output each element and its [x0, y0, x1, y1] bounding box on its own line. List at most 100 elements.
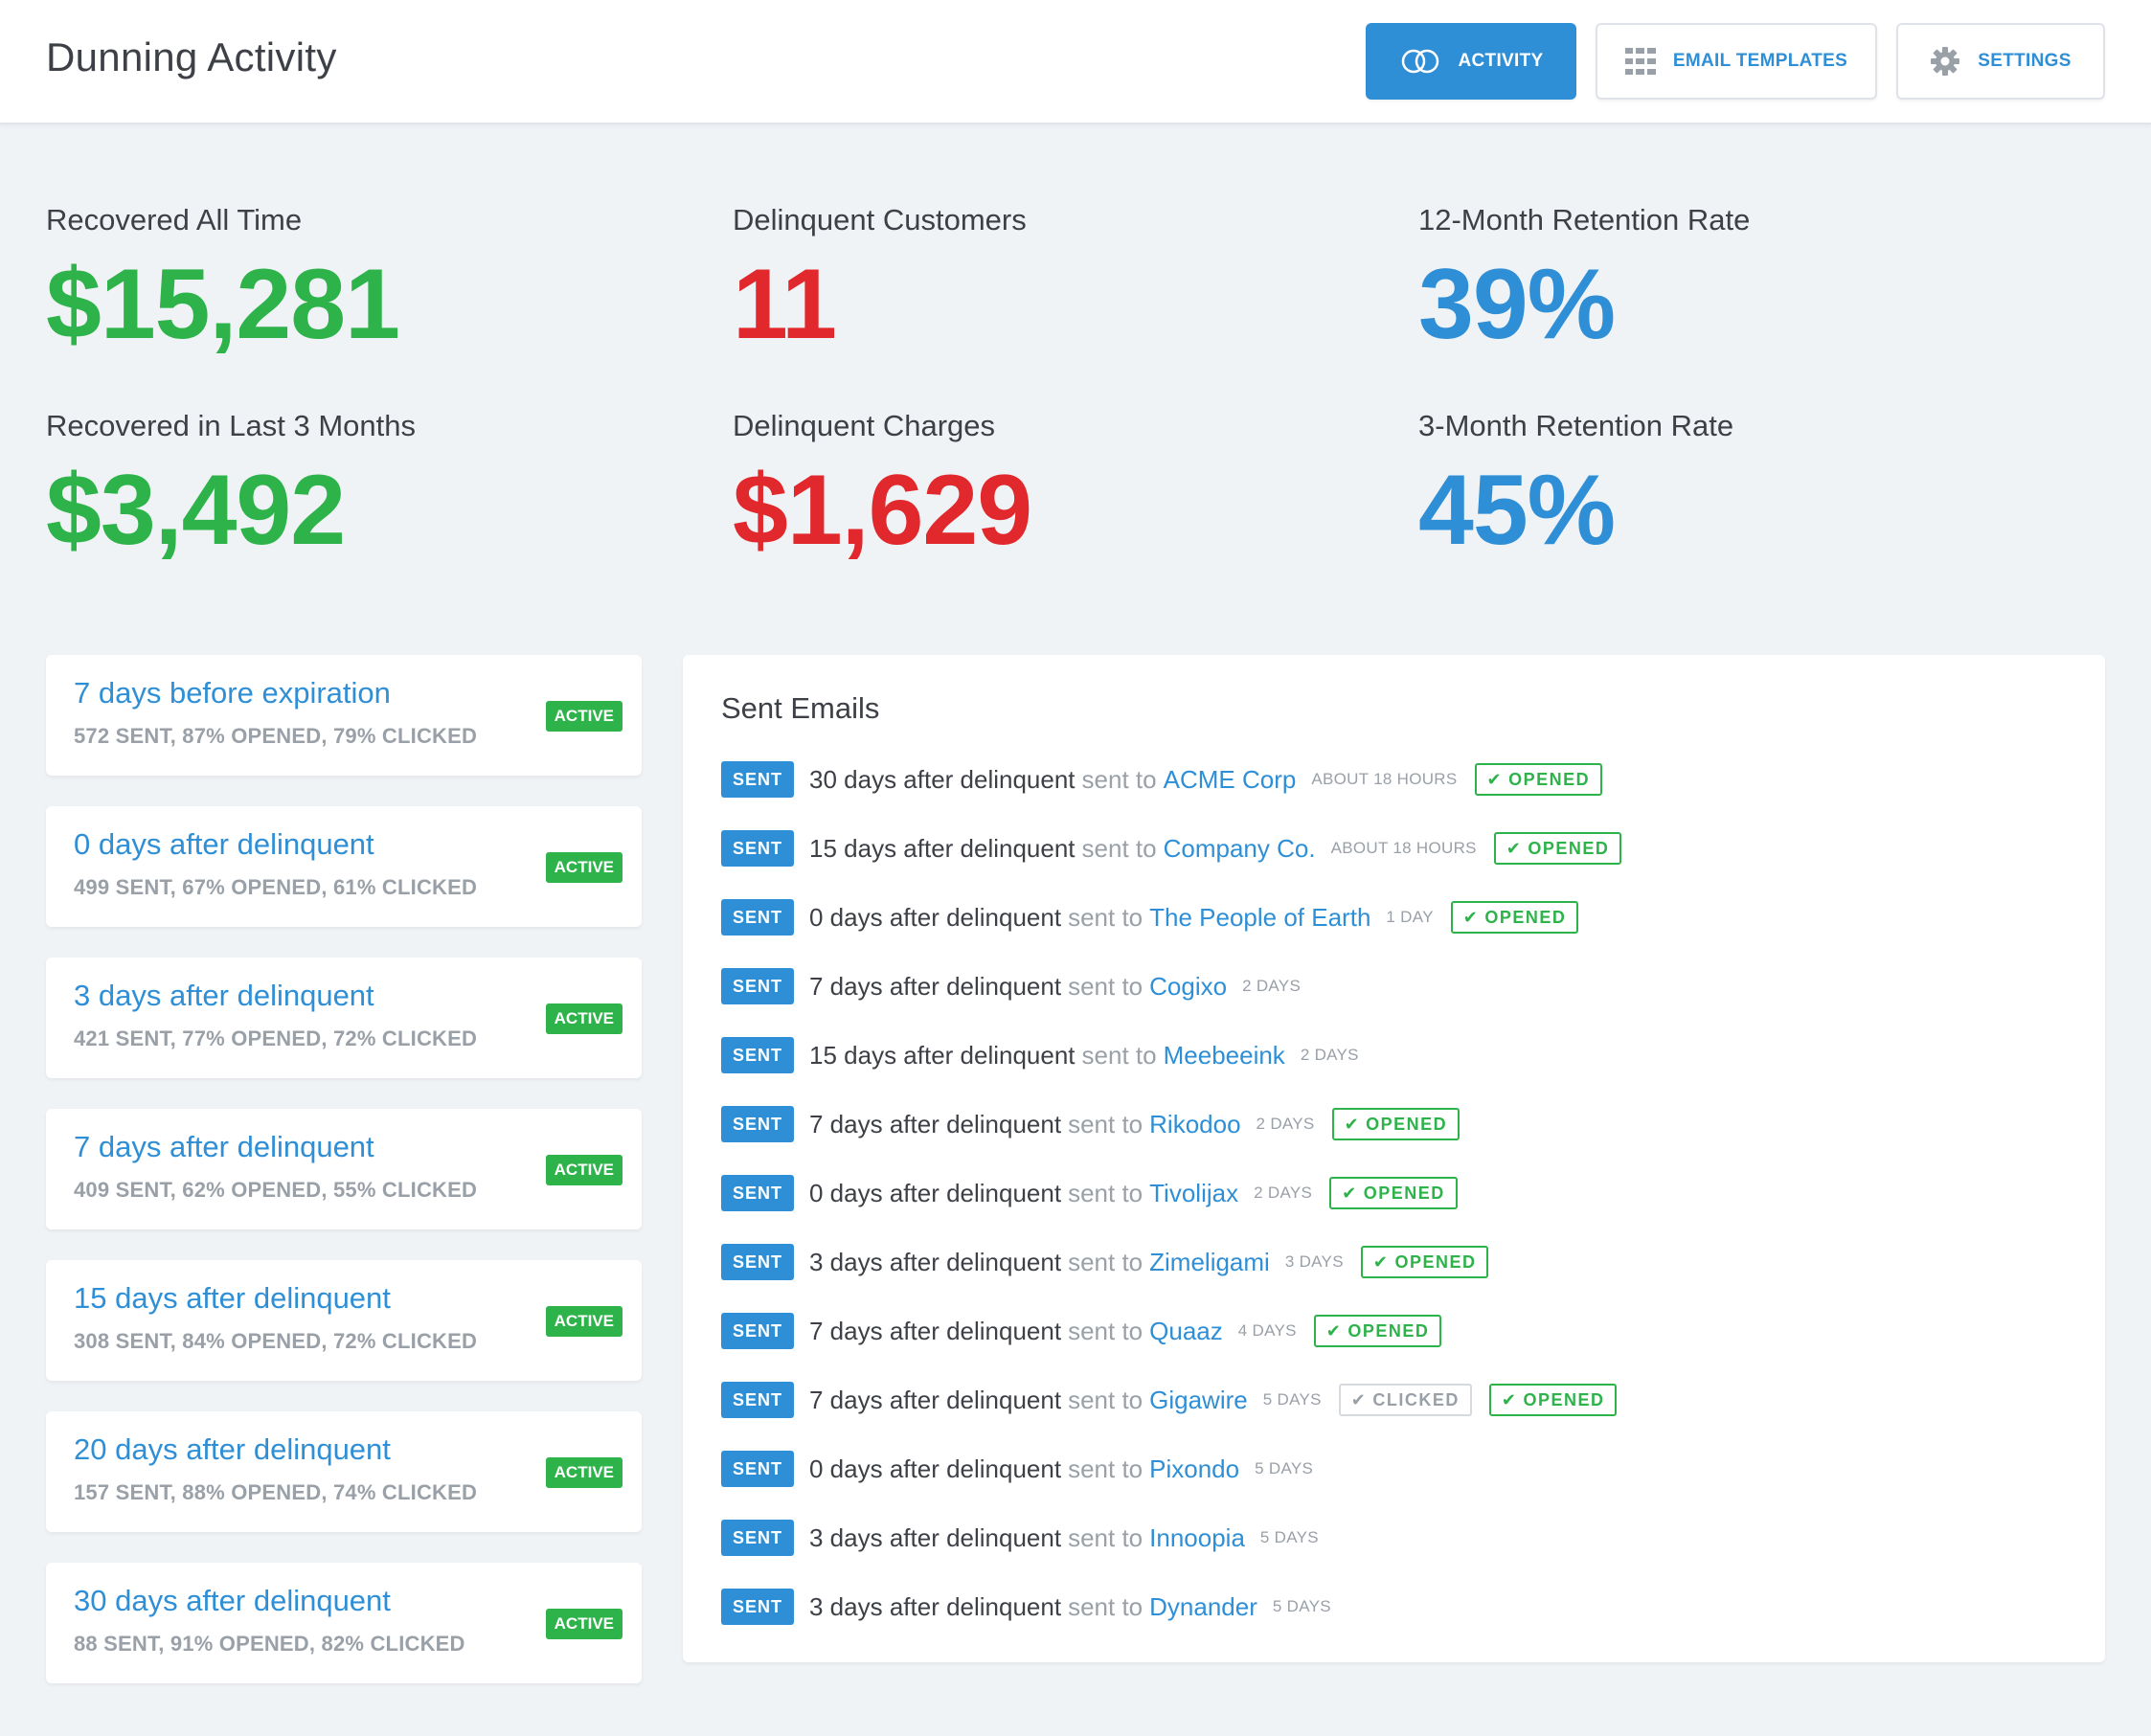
active-badge: ACTIVE	[545, 1306, 623, 1337]
rule-stats: 421 SENT, 77% OPENED, 72% CLICKED	[74, 1026, 478, 1050]
opened-status-badge: ✔ OPENED	[1493, 832, 1622, 865]
sent-badge: SENT	[721, 1451, 794, 1487]
rule-title-link[interactable]: 3 days after delinquent	[74, 979, 374, 1012]
rule-card[interactable]: 20 days after delinquent 157 SENT, 88% O…	[46, 1411, 642, 1532]
sent-to-text: sent to	[1068, 1316, 1143, 1345]
active-badge: ACTIVE	[545, 1609, 623, 1639]
rule-card[interactable]: 0 days after delinquent 499 SENT, 67% OP…	[46, 806, 642, 927]
checkmark-icon: ✔	[1506, 838, 1523, 858]
customer-link[interactable]: Pixondo	[1149, 1454, 1240, 1483]
sent-email-row: SENT 15 days after delinquent sent to Meebe…	[721, 1036, 1359, 1074]
sent-email-row: SENT 7 days after delinquent sent to Rikodo…	[721, 1105, 1460, 1143]
status-label: OPENED	[1508, 769, 1591, 789]
status-label: OPENED	[1394, 1251, 1477, 1272]
grid-icon	[1624, 48, 1656, 75]
sent-badge: SENT	[721, 1382, 794, 1418]
sent-to-text: sent to	[1068, 1385, 1143, 1414]
customer-link[interactable]: Company Co.	[1163, 833, 1316, 863]
sent-time: 2 DAYS	[1254, 1184, 1313, 1202]
checkmark-icon: ✔	[1342, 1183, 1358, 1203]
customer-link[interactable]: Meebeeink	[1163, 1040, 1285, 1070]
sent-badge: SENT	[721, 1244, 794, 1280]
stat-label: 12-Month Retention Rate	[1418, 203, 1751, 237]
customer-link[interactable]: Tivolijax	[1149, 1178, 1239, 1207]
opened-status-badge: ✔ OPENED	[1360, 1246, 1489, 1278]
active-badge: ACTIVE	[545, 1457, 623, 1488]
status-label: OPENED	[1528, 838, 1610, 858]
status-label: OPENED	[1484, 907, 1567, 927]
status-label: OPENED	[1366, 1114, 1448, 1134]
rule-card[interactable]: 30 days after delinquent 88 SENT, 91% OP…	[46, 1563, 642, 1683]
sent-email-row: SENT 3 days after delinquent sent to Zimeli…	[721, 1243, 1489, 1281]
rule-title-link[interactable]: 7 days before expiration	[74, 676, 391, 710]
rule-title-link[interactable]: 20 days after delinquent	[74, 1432, 391, 1466]
sent-emails-panel: Sent Emails SENT 30 days after delinquent…	[683, 655, 2105, 1662]
sent-to-text: sent to	[1068, 1247, 1143, 1276]
sent-to-text: sent to	[1068, 971, 1143, 1001]
checkmark-icon: ✔	[1372, 1251, 1390, 1272]
sent-to-text: sent to	[1068, 902, 1143, 932]
sent-time: 2 DAYS	[1256, 1115, 1315, 1133]
rule-title-link[interactable]: 0 days after delinquent	[74, 827, 374, 861]
active-badge: ACTIVE	[545, 1155, 623, 1185]
sent-email-row: SENT 0 days after delinquent sent to Tivoli…	[721, 1174, 1458, 1212]
sent-badge: SENT	[721, 899, 794, 936]
rule-stats: 88 SENT, 91% OPENED, 82% CLICKED	[74, 1632, 465, 1656]
stat-recovered-last-3-months: Recovered in Last 3 Months $3,492	[46, 409, 416, 560]
customer-link[interactable]: Quaaz	[1149, 1316, 1223, 1345]
sent-time: ABOUT 18 HOURS	[1330, 839, 1477, 857]
rule-stats: 308 SENT, 84% OPENED, 72% CLICKED	[74, 1329, 478, 1353]
stat-label: 3-Month Retention Rate	[1418, 409, 1734, 442]
customer-link[interactable]: ACME Corp	[1163, 764, 1297, 794]
stat-delinquent-charges: Delinquent Charges $1,629	[733, 409, 1032, 566]
stat-value: $1,629	[733, 455, 1032, 566]
customer-link[interactable]: Zimeligami	[1149, 1247, 1270, 1276]
email-templates-tab-label: Email Templates	[1672, 51, 1848, 71]
customer-link[interactable]: Innoopia	[1149, 1522, 1245, 1552]
customer-link[interactable]: Gigawire	[1149, 1385, 1248, 1414]
stat-value: $15,281	[46, 249, 400, 360]
customer-link[interactable]: The People of Earth	[1149, 902, 1371, 932]
sent-badge: SENT	[721, 1106, 794, 1142]
customer-link[interactable]: Rikodoo	[1149, 1109, 1241, 1139]
rule-stats: 499 SENT, 67% OPENED, 61% CLICKED	[74, 875, 478, 899]
email-templates-tab-button[interactable]: Email Templates	[1596, 23, 1877, 100]
email-template-name: 7 days after delinquent	[809, 971, 1062, 1001]
sent-badge: SENT	[721, 1313, 794, 1349]
status-label: OPENED	[1347, 1320, 1430, 1341]
sent-badge: SENT	[721, 761, 794, 798]
email-template-name: 0 days after delinquent	[809, 1454, 1062, 1483]
sent-badge: SENT	[721, 1589, 794, 1625]
settings-tab-button[interactable]: Settings	[1896, 23, 2105, 100]
activity-tab-button[interactable]: Activity	[1366, 23, 1576, 100]
email-template-name: 3 days after delinquent	[809, 1522, 1062, 1552]
email-template-name: 7 days after delinquent	[809, 1316, 1062, 1345]
customer-link[interactable]: Cogixo	[1149, 971, 1228, 1001]
sent-to-text: sent to	[1068, 1178, 1143, 1207]
stat-recovered-all-time: Recovered All Time $15,281	[46, 203, 400, 360]
rule-title-link[interactable]: 7 days after delinquent	[74, 1130, 374, 1163]
rule-card[interactable]: 7 days before expiration 572 SENT, 87% O…	[46, 655, 642, 776]
sent-email-row: SENT 7 days after delinquent sent to Cogixo…	[721, 967, 1301, 1005]
stat-value: $3,492	[46, 455, 346, 566]
sent-time: 5 DAYS	[1272, 1597, 1331, 1615]
sent-badge: SENT	[721, 830, 794, 867]
sent-to-text: sent to	[1081, 764, 1157, 794]
sent-badge: SENT	[721, 1520, 794, 1556]
active-badge: ACTIVE	[545, 1003, 623, 1034]
rule-card[interactable]: 3 days after delinquent 421 SENT, 77% OP…	[46, 958, 642, 1078]
sent-time: 1 DAY	[1386, 908, 1434, 926]
checkmark-icon: ✔	[1462, 907, 1480, 927]
email-template-name: 15 days after delinquent	[809, 833, 1076, 863]
rule-card[interactable]: 7 days after delinquent 409 SENT, 62% OP…	[46, 1109, 642, 1229]
rule-title-link[interactable]: 15 days after delinquent	[74, 1281, 391, 1315]
sent-email-row: SENT 7 days after delinquent sent to Quaaz 4…	[721, 1312, 1442, 1350]
opened-status-badge: ✔ OPENED	[1474, 763, 1603, 796]
email-template-name: 0 days after delinquent	[809, 1178, 1062, 1207]
customer-link[interactable]: Dynander	[1149, 1591, 1257, 1621]
sent-email-row: SENT 3 days after delinquent sent to Innoop…	[721, 1519, 1319, 1557]
rule-title-link[interactable]: 30 days after delinquent	[74, 1584, 391, 1617]
stat-retention-12-month: 12-Month Retention Rate 39%	[1418, 203, 1750, 354]
activity-rings-icon	[1399, 48, 1441, 75]
rule-card[interactable]: 15 days after delinquent 308 SENT, 84% O…	[46, 1260, 642, 1381]
